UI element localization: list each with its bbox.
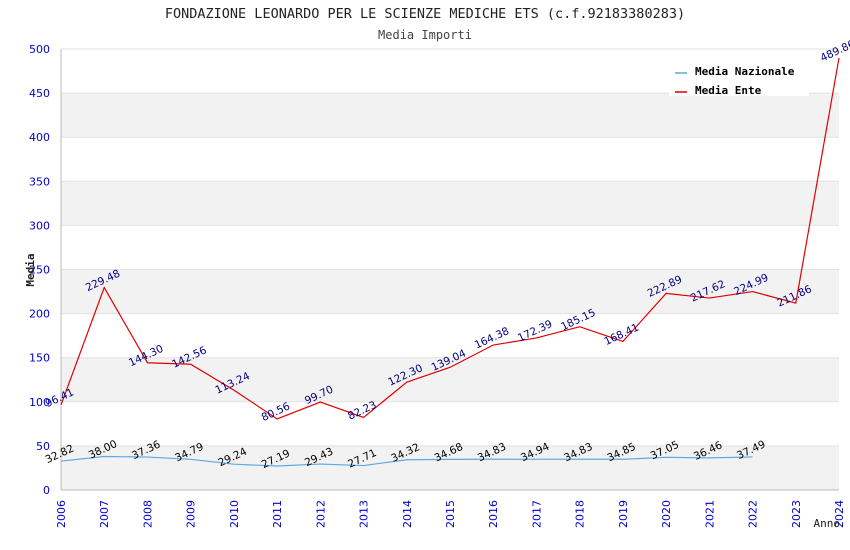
background-band — [61, 357, 839, 402]
x-tick-label: 2008 — [141, 500, 154, 528]
series-lines — [60, 57, 840, 467]
data-label-ente: 164.38 — [473, 325, 511, 351]
x-tick-label: 2018 — [574, 500, 587, 528]
x-tick-label: 2012 — [314, 500, 327, 528]
y-tick-label: 100 — [29, 396, 50, 409]
y-axis-ticks: 0 50 100 150 200 250 300 350 400 450 500 — [29, 43, 50, 497]
x-tick-label: 2015 — [444, 500, 457, 528]
data-label-ente: 489.86 — [819, 38, 850, 65]
x-tick-label: 2011 — [271, 500, 284, 528]
y-tick-label: 500 — [29, 43, 50, 56]
y-tick-label: 350 — [29, 175, 50, 188]
x-axis-ticks: 2006 2007 2008 2009 2010 2011 2012 2013 2014 2015… — [55, 500, 846, 528]
x-tick-label: 2010 — [228, 500, 241, 528]
legend-label-ente: Media Ente — [695, 84, 762, 97]
x-tick-label: 2024 — [833, 500, 846, 528]
data-label-ente: 82.23 — [346, 399, 378, 423]
chart-subtitle: Media Importi — [378, 28, 472, 42]
series-line-ente — [60, 57, 840, 420]
legend: Media Nazionale Media Ente — [669, 60, 809, 97]
x-tick-label: 2021 — [703, 500, 716, 528]
y-tick-label: 300 — [29, 219, 50, 232]
y-tick-label: 400 — [29, 131, 50, 144]
legend-box — [669, 60, 809, 96]
data-label-ente: 168.41 — [602, 322, 640, 348]
background-band — [61, 269, 839, 314]
background-band — [61, 93, 839, 138]
y-tick-label: 0 — [43, 484, 50, 497]
y-axis-label: Media — [24, 253, 37, 286]
data-label-ente: 172.39 — [516, 318, 554, 344]
series-line-nazionale — [60, 455, 753, 467]
x-tick-label: 2013 — [358, 500, 371, 528]
x-tick-label: 2009 — [185, 500, 198, 528]
x-axis-label: Anno — [814, 517, 841, 530]
y-tick-label: 250 — [29, 264, 50, 277]
x-tick-label: 2006 — [55, 500, 68, 528]
y-tick-label: 450 — [29, 87, 50, 100]
data-label-ente: 96.41 — [44, 386, 76, 410]
y-tick-label: 200 — [29, 308, 50, 321]
x-tick-label: 2016 — [487, 500, 500, 528]
x-tick-label: 2020 — [660, 500, 673, 528]
x-tick-label: 2007 — [98, 500, 111, 528]
legend-label-nazionale: Media Nazionale — [695, 65, 795, 78]
background-band — [61, 181, 839, 226]
x-tick-label: 2017 — [530, 500, 543, 528]
background-band — [61, 445, 839, 490]
data-label-ente: 80.56 — [260, 400, 293, 424]
x-tick-label: 2019 — [617, 500, 630, 528]
x-tick-label: 2014 — [401, 500, 414, 528]
x-tick-label: 2022 — [747, 500, 760, 528]
grid-lines — [60, 48, 839, 491]
y-tick-label: 50 — [36, 440, 50, 453]
x-tick-label: 2023 — [790, 500, 803, 528]
chart-title: FONDAZIONE LEONARDO PER LE SCIENZE MEDIC… — [165, 6, 685, 22]
background-bands — [61, 93, 839, 490]
y-tick-label: 150 — [29, 352, 50, 365]
